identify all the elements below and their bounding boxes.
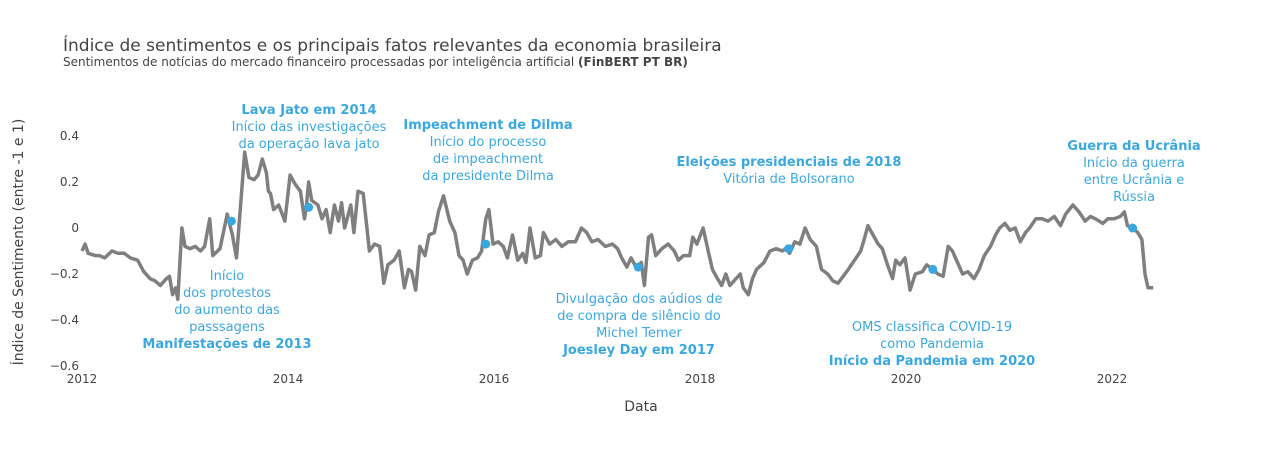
annotation: Lava Jato em 2014 Início das investigaçõe…: [232, 103, 387, 212]
subtitle-bold: (FinBERT PT BR): [578, 55, 688, 69]
x-axis-title: Data: [624, 399, 657, 415]
y-tick-label: −0.6: [50, 359, 79, 373]
y-tick-label: −0.4: [50, 313, 79, 327]
annotation-title: Eleições presidenciais de 2018: [677, 155, 902, 170]
annotation-text: da presidente Dilma: [422, 169, 554, 184]
annotation-title: Impeachment de Dilma: [403, 118, 572, 133]
annotation-text: Michel Temer: [596, 326, 682, 341]
annotation-text: da operação lava jato: [238, 137, 379, 152]
subtitle-text: Sentimentos de notícias do mercado finan…: [63, 55, 574, 69]
annotation-text: de compra de silêncio do: [557, 309, 721, 324]
annotation-text: OMS classifica COVID-19: [852, 320, 1012, 335]
annotation-title: Início da Pandemia em 2020: [829, 354, 1035, 369]
x-tick-label: 2014: [273, 372, 304, 386]
annotation: Eleições presidenciais de 2018 Vitória de…: [677, 155, 902, 254]
annotation-title: Manifestações de 2013: [142, 337, 311, 352]
annotation-text: como Pandemia: [880, 337, 984, 352]
annotation: Guerra da Ucrânia Início da guerra entre U…: [1067, 139, 1201, 233]
annotation-text: Divulgação dos aúdios de: [556, 292, 723, 307]
annotation-title: Guerra da Ucrânia: [1067, 139, 1200, 154]
y-tick-label: 0.4: [60, 129, 79, 143]
annotation-text: Rússia: [1113, 190, 1155, 205]
x-tick-label: 2018: [685, 372, 716, 386]
annotation-text: entre Ucrânia e: [1084, 173, 1184, 188]
x-tick-label: 2022: [1097, 372, 1128, 386]
annotation: Divulgação dos aúdios de de compra de sil…: [556, 262, 723, 358]
chart-subtitle: Sentimentos de notícias do mercado finan…: [63, 55, 688, 69]
event-marker: [784, 244, 794, 254]
y-axis-title: Índice de Sentimento (entre -1 e 1): [10, 119, 27, 366]
chart-title: Índice de sentimentos e os principais fa…: [63, 34, 722, 56]
y-axis-ticks: 0.4 0.2 0 −0.2 −0.4 −0.6: [50, 129, 79, 373]
y-tick-label: 0.2: [60, 175, 79, 189]
annotation-text: Início das investigações: [232, 120, 387, 135]
event-marker: [226, 216, 236, 226]
event-marker: [1128, 223, 1138, 233]
annotation-text: passsagens: [189, 320, 265, 335]
annotation-text: de impeachment: [433, 152, 543, 167]
annotation-text: Início do processo: [430, 135, 547, 150]
y-tick-label: −0.2: [50, 267, 79, 281]
annotation-text: Vitória de Bolsorano: [723, 172, 854, 187]
annotation: OMS classifica COVID-19 como Pandemia Iníc…: [829, 264, 1035, 369]
y-tick-label: 0: [71, 221, 79, 235]
annotations: Início dos protestos do aumento das passsag…: [142, 103, 1200, 369]
event-marker: [928, 264, 938, 274]
event-marker: [481, 239, 491, 249]
annotation-text: Início: [210, 269, 244, 284]
x-axis-ticks: 2012 2014 2016 2018 2020 2022: [67, 372, 1128, 386]
annotation: Impeachment de Dilma Início do processo de…: [403, 118, 573, 249]
x-tick-label: 2012: [67, 372, 98, 386]
annotation-text: Início da guerra: [1083, 156, 1185, 171]
event-marker: [633, 262, 643, 272]
sentiment-line: [80, 150, 1154, 302]
annotation-title: Joesley Day em 2017: [562, 343, 715, 358]
annotation-title: Lava Jato em 2014: [241, 103, 376, 118]
x-tick-label: 2016: [479, 372, 510, 386]
annotation-text: do aumento das: [174, 303, 280, 318]
x-tick-label: 2020: [891, 372, 922, 386]
event-marker: [304, 202, 314, 212]
annotation: Início dos protestos do aumento das passsag…: [142, 216, 312, 352]
annotation-text: dos protestos: [183, 286, 271, 301]
